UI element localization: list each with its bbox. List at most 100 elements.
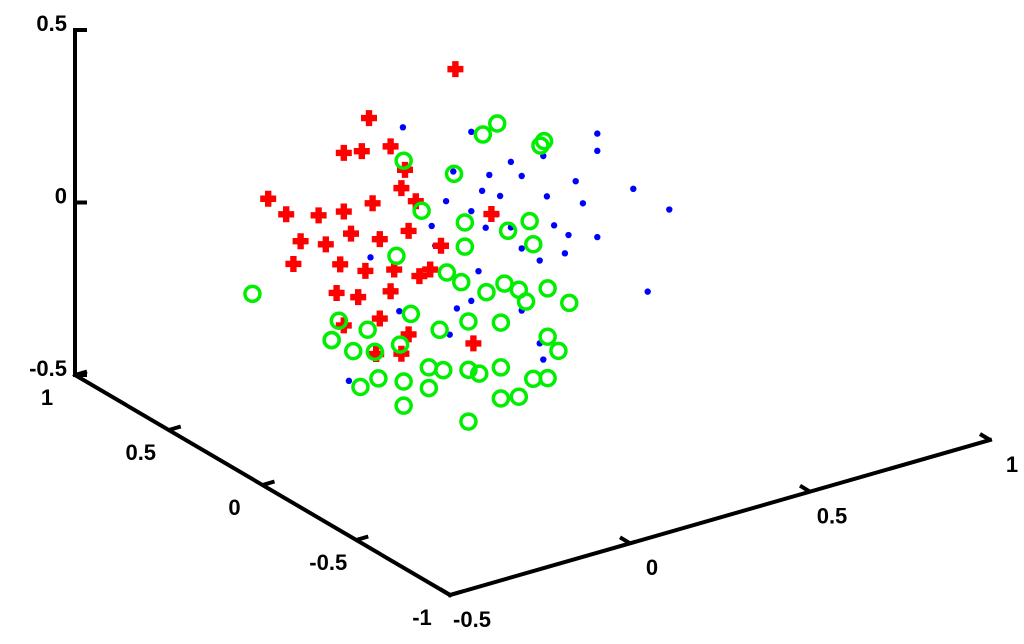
point: [260, 190, 277, 207]
point: [498, 221, 518, 241]
point: [365, 342, 385, 362]
point: [444, 164, 464, 184]
point: [393, 180, 410, 197]
point: [465, 335, 482, 352]
point: [243, 284, 262, 304]
point: [666, 206, 673, 213]
point: [536, 257, 543, 264]
point: [455, 237, 475, 256]
point: [455, 213, 475, 232]
point: [459, 360, 478, 380]
x-tick-label: 1: [1006, 452, 1018, 477]
point: [430, 320, 449, 340]
z-tick-label: 0: [55, 183, 67, 208]
point: [371, 231, 388, 248]
point: [630, 185, 637, 193]
point: [411, 268, 428, 285]
point: [394, 151, 413, 170]
point: [447, 61, 464, 78]
point: [317, 236, 334, 253]
point: [452, 272, 471, 292]
y-tick: [355, 534, 369, 542]
point: [482, 224, 489, 231]
x-tick-label: -0.5: [453, 607, 491, 632]
y-tick-label: 0.5: [125, 440, 156, 465]
point: [565, 231, 572, 239]
x-tick: [798, 483, 812, 494]
x-tick-label: 0: [646, 555, 658, 580]
point: [371, 310, 388, 327]
point: [450, 168, 457, 175]
point: [561, 250, 569, 257]
point: [518, 172, 525, 180]
point: [483, 206, 500, 223]
point: [400, 222, 417, 239]
point: [419, 378, 439, 398]
point: [477, 282, 496, 302]
point: [350, 289, 367, 306]
point: [292, 233, 309, 250]
point: [364, 195, 381, 212]
point: [332, 256, 349, 273]
point: [382, 283, 399, 300]
y-tick-label: -1: [412, 605, 432, 630]
y-tick: [74, 369, 88, 377]
point: [486, 171, 493, 179]
point: [538, 279, 557, 298]
point: [491, 389, 511, 408]
point: [531, 136, 550, 155]
point: [437, 263, 457, 282]
point: [491, 313, 511, 332]
point: [468, 207, 475, 215]
point: [335, 203, 352, 220]
point: [407, 193, 424, 210]
point: [369, 369, 388, 388]
point: [540, 356, 547, 363]
point: [394, 396, 413, 415]
point: [538, 368, 557, 388]
y-tick: [261, 479, 276, 487]
point: [351, 377, 370, 397]
point: [343, 225, 359, 242]
point: [310, 207, 327, 224]
point: [518, 245, 525, 252]
y-tick: [449, 589, 463, 597]
point: [550, 222, 558, 229]
point: [594, 147, 601, 155]
point: [468, 297, 475, 305]
z-tick-label: 0.5: [36, 11, 67, 36]
point: [538, 327, 557, 346]
point: [468, 128, 475, 136]
point: [335, 144, 352, 161]
point: [396, 307, 403, 315]
point: [412, 201, 431, 220]
point: [453, 305, 461, 312]
y-tick: [168, 424, 182, 432]
point: [422, 261, 439, 278]
point: [357, 262, 374, 279]
x-tick-label: 0.5: [817, 503, 848, 528]
point: [390, 335, 410, 354]
point: [399, 124, 407, 131]
point: [459, 412, 478, 431]
point: [459, 312, 478, 331]
point: [433, 237, 449, 254]
point: [328, 284, 345, 301]
point: [524, 235, 543, 254]
y-tick-label: 0: [228, 495, 240, 520]
point: [382, 138, 399, 155]
point: [368, 346, 385, 363]
x-tick: [618, 535, 632, 546]
point: [520, 211, 539, 231]
x-tick: [978, 432, 992, 442]
point: [353, 143, 370, 160]
point: [579, 200, 587, 207]
point: [473, 125, 493, 144]
point: [278, 206, 295, 223]
point: [549, 341, 568, 361]
point: [285, 255, 302, 272]
point: [475, 268, 482, 275]
point: [572, 178, 579, 185]
